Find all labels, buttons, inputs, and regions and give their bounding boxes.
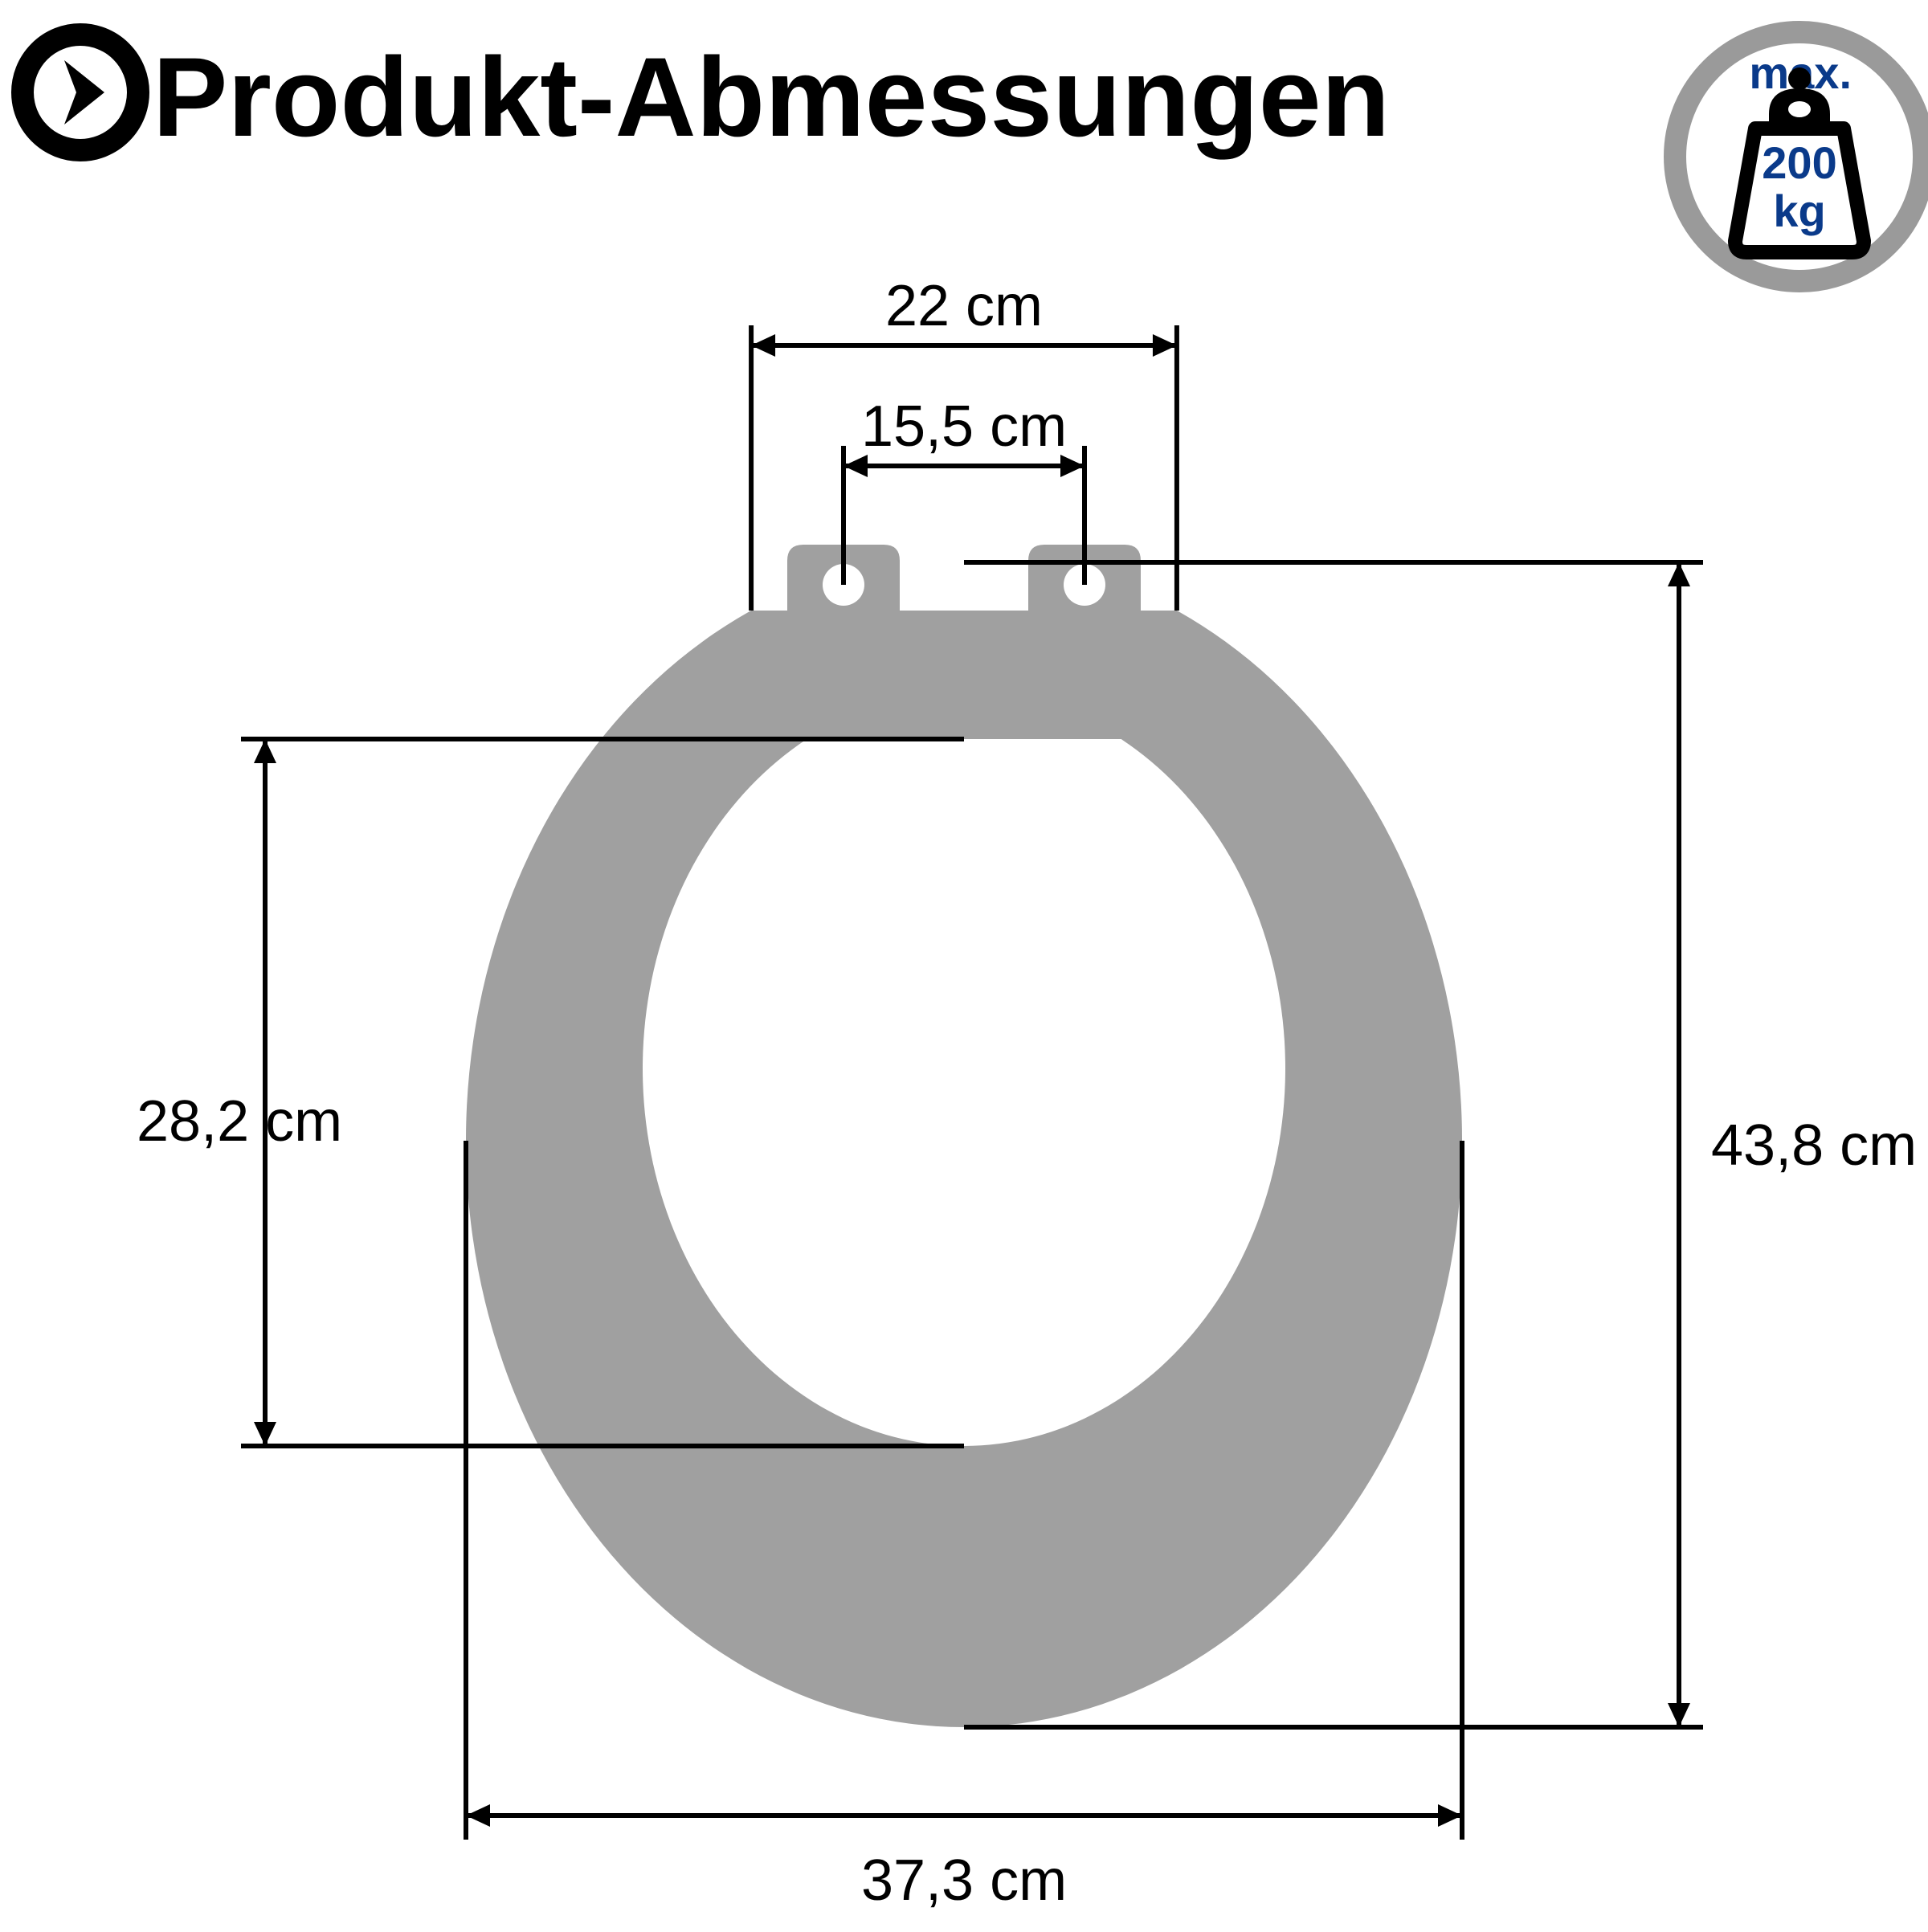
dim-label-43-8cm: 43,8 cm [1711, 1113, 1917, 1178]
dim-label-15-5cm: 15,5 cm [803, 394, 1125, 460]
dim-label-22cm: 22 cm [803, 273, 1125, 339]
toilet-seat-silhouette [466, 545, 1462, 1727]
dim-label-28-2cm: 28,2 cm [137, 1089, 342, 1154]
dim-label-37-3cm: 37,3 cm [803, 1848, 1125, 1914]
